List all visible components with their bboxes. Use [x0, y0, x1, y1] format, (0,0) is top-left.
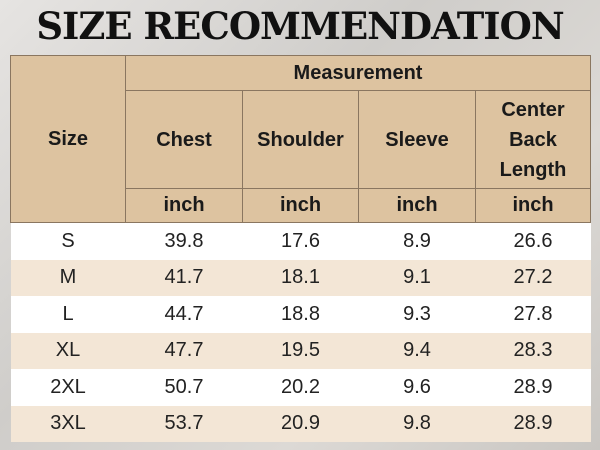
measurement-cell: 19.5	[242, 332, 359, 369]
measurement-cell: 27.8	[475, 296, 591, 333]
measurement-cell: 28.9	[475, 405, 591, 442]
measurement-cell: 9.6	[358, 369, 476, 406]
size-header: Size	[10, 55, 126, 223]
measurement-cell: 9.3	[358, 296, 476, 333]
measurement-cell: 18.8	[242, 296, 359, 333]
measurement-cell: 47.7	[125, 332, 243, 369]
measurement-cell: 9.4	[358, 332, 476, 369]
size-cell: L	[10, 296, 126, 333]
header-row: inch inch inch inch	[11, 188, 591, 223]
unit-header: inch	[358, 188, 476, 223]
measurement-cell: 50.7	[125, 369, 243, 406]
column-header: Chest	[125, 90, 243, 189]
size-cell: 2XL	[10, 369, 126, 406]
group-header: Measurement	[125, 55, 591, 91]
measurement-cell: 41.7	[125, 259, 243, 296]
header-row: Size Measurement	[10, 55, 591, 223]
measurement-cell: 28.3	[475, 332, 591, 369]
column-header: Sleeve	[358, 90, 476, 189]
data-row: 3XL 53.7 20.9 9.8 28.9	[10, 405, 591, 442]
measurement-cell: 20.2	[242, 369, 359, 406]
measurement-cell: 53.7	[125, 405, 243, 442]
data-row: 2XL 50.7 20.2 9.6 28.9	[10, 369, 591, 406]
size-table: Size Measurement Chest Shoulder Sleeve Center…	[10, 55, 591, 442]
size-cell: M	[10, 259, 126, 296]
measurement-cell: 9.8	[358, 405, 476, 442]
measurement-cell: 8.9	[358, 222, 476, 260]
measurement-cell: 39.8	[125, 222, 243, 260]
size-cell: S	[10, 222, 126, 260]
measurement-cell: 18.1	[242, 259, 359, 296]
column-header: Center Back Length	[475, 90, 591, 189]
data-row: S 39.8 17.6 8.9 26.6	[10, 222, 591, 260]
measurement-cell: 9.1	[358, 259, 476, 296]
size-cell: XL	[10, 332, 126, 369]
size-cell: 3XL	[10, 405, 126, 442]
measurement-cell: 20.9	[242, 405, 359, 442]
measurement-cell: 26.6	[475, 222, 591, 260]
title: SIZE RECOMMENDATION	[36, 4, 564, 48]
header-row: Chest Shoulder Sleeve Center Back Length	[11, 90, 591, 189]
unit-header: inch	[475, 188, 591, 223]
measurement-cell: 27.2	[475, 259, 591, 296]
column-header: Shoulder	[242, 90, 359, 189]
data-row: L 44.7 18.8 9.3 27.8	[10, 296, 591, 333]
measurement-cell: 28.9	[475, 369, 591, 406]
unit-header: inch	[242, 188, 359, 223]
measurement-cell: 44.7	[125, 296, 243, 333]
measurement-cell: 17.6	[242, 222, 359, 260]
unit-header: inch	[125, 188, 243, 223]
data-row: M 41.7 18.1 9.1 27.2	[10, 259, 591, 296]
data-row: XL 47.7 19.5 9.4 28.3	[10, 332, 591, 369]
